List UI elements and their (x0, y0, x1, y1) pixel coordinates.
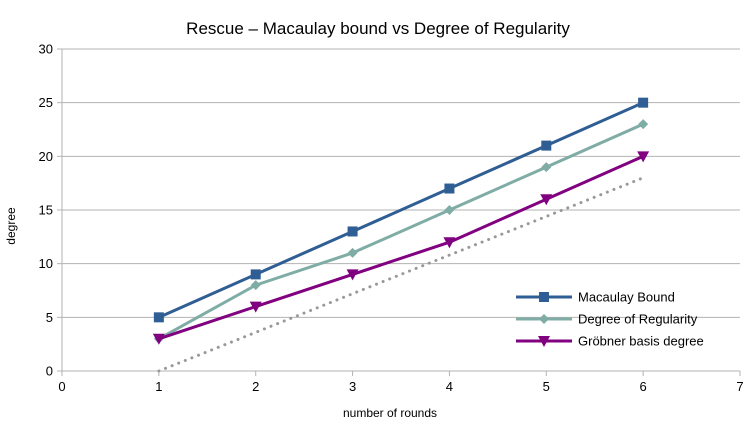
data-point (249, 301, 262, 313)
x-tick-label: 4 (446, 379, 453, 394)
data-point (637, 151, 650, 163)
data-point (250, 269, 261, 280)
data-point (540, 194, 553, 206)
legend-label: Gröbner basis degree (578, 334, 704, 349)
series-line (158, 122, 644, 341)
series-line (158, 154, 644, 341)
series-2 (153, 119, 649, 344)
data-point (346, 269, 359, 281)
x-tick-label: 2 (252, 379, 259, 394)
legend: Macaulay Bound Degree of Regularity Gröbne… (516, 290, 704, 349)
series-layer (152, 97, 650, 345)
data-point (152, 333, 165, 345)
grid (62, 48, 740, 318)
x-tick-label: 5 (543, 379, 550, 394)
data-point (541, 162, 552, 173)
x-tick-label: 1 (155, 379, 162, 394)
legend-label: Macaulay Bound (578, 290, 675, 305)
axes: 0 5 10 15 20 25 30 0 1 2 3 4 5 6 7 (39, 42, 744, 395)
legend-item: Macaulay Bound (516, 290, 675, 305)
x-tick-label: 0 (58, 379, 65, 394)
data-point (443, 237, 456, 249)
y-axis-label: degree (4, 207, 18, 245)
data-point (153, 312, 164, 323)
x-tick-label: 3 (349, 379, 356, 394)
data-point (638, 97, 649, 108)
legend-item: Degree of Regularity (516, 312, 698, 327)
y-tick-label: 20 (39, 149, 53, 164)
data-point (250, 280, 261, 291)
trendline-layer (157, 176, 645, 373)
y-tick-label: 10 (39, 256, 53, 271)
trendline (157, 176, 645, 373)
y-tick-label: 30 (39, 42, 53, 57)
series-3 (152, 151, 650, 345)
legend-label: Degree of Regularity (578, 312, 698, 327)
data-point (347, 226, 358, 237)
series-line (158, 101, 644, 319)
data-point (638, 119, 649, 130)
legend-item: Gröbner basis degree (516, 334, 704, 349)
y-tick-label: 5 (46, 310, 53, 325)
legend-marker (539, 292, 549, 302)
legend-marker (538, 336, 550, 347)
y-tick-label: 0 (46, 364, 53, 379)
data-point (541, 140, 552, 151)
x-axis-label: number of rounds (343, 406, 437, 420)
data-point (444, 205, 455, 215)
data-point (347, 247, 358, 258)
x-tick-label: 6 (640, 379, 647, 394)
series-1 (153, 97, 649, 323)
legend-marker (539, 314, 549, 324)
data-point (444, 183, 455, 194)
chart-title: Rescue – Macaulay bound vs Degree of Reg… (186, 19, 570, 38)
y-tick-label: 15 (39, 203, 53, 218)
x-tick-label: 7 (736, 379, 743, 394)
y-tick-label: 25 (39, 95, 53, 110)
